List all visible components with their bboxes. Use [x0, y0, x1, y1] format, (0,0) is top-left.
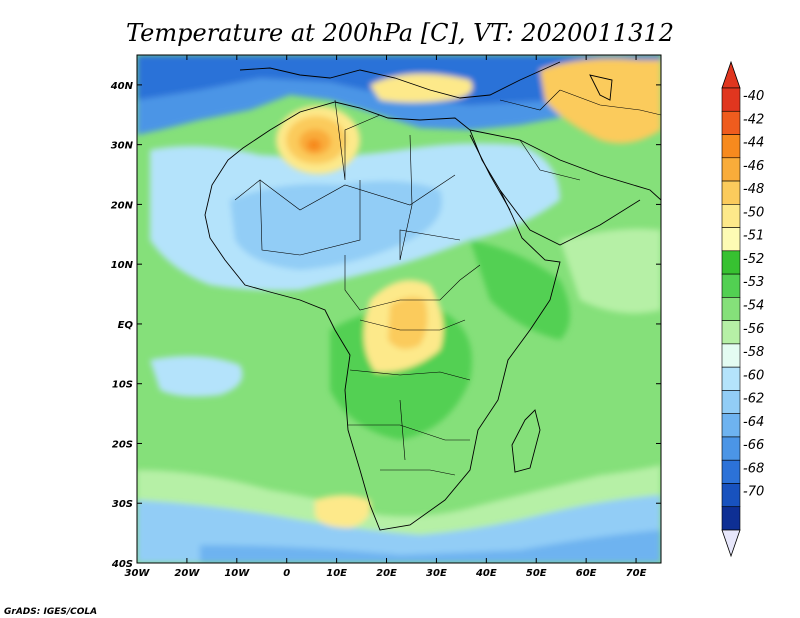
- madagascar-coast: [511, 409, 541, 473]
- y-tick-label: 30S: [112, 499, 133, 510]
- x-tick-label: 60E: [576, 568, 597, 579]
- colorbar-label: -70: [743, 485, 764, 500]
- colorbar-swatch: [721, 157, 741, 182]
- y-tick-label: 40S: [111, 559, 133, 570]
- colorbar-swatch: [721, 483, 741, 508]
- colorbar-swatch: [721, 273, 741, 298]
- x-tick-label: 30E: [426, 568, 447, 579]
- colorbar-label: -58: [743, 345, 764, 360]
- colorbar-swatch: [721, 366, 741, 391]
- field-south-africa-warm: [315, 495, 371, 528]
- x-tick-label: 0: [283, 568, 290, 579]
- x-tick-label: 20W: [174, 568, 200, 579]
- arabia-south-coast: [499, 189, 641, 246]
- colorbar-swatch: [721, 134, 741, 159]
- x-tick-label: 70E: [626, 568, 647, 579]
- y-tick-label: 30N: [111, 141, 134, 152]
- colorbar: -40 -42 -44 -46 -48 -50 -51 -52 -53 -54 -56 -58 -60 -…: [721, 60, 764, 558]
- field-atlantic-cool: [150, 356, 243, 397]
- colorbar-label: -68: [743, 461, 764, 476]
- coastlines: [204, 61, 661, 531]
- y-tick-label: 20N: [111, 200, 134, 211]
- field-algeria-hottest: [307, 139, 321, 151]
- map-field: [137, 55, 661, 563]
- y-tick-label: 10S: [112, 380, 133, 391]
- field-congo-warmer: [388, 296, 428, 349]
- map-title: Temperature at 200hPa [C], VT: 202001131…: [126, 19, 674, 47]
- field-sahara-colder: [230, 181, 442, 270]
- colorbar-swatch: [721, 390, 741, 414]
- colorbar-label: -54: [743, 299, 764, 314]
- arabia-coast: [469, 129, 661, 201]
- colorbar-label: -44: [743, 136, 764, 151]
- y-tick-label: EQ: [118, 320, 134, 331]
- colorbar-swatch: [721, 204, 741, 228]
- colorbar-label: -52: [743, 252, 764, 267]
- y-tick-label: 20S: [112, 439, 133, 450]
- colorbar-label: -56: [743, 322, 764, 337]
- colorbar-label: -46: [743, 159, 764, 174]
- colorbar-label: -48: [743, 182, 764, 197]
- colorbar-swatch: [721, 343, 741, 368]
- x-tick-label: 40E: [475, 568, 497, 579]
- europe-coast: [239, 61, 561, 99]
- y-axis: 40S 30S 20S 10S EQ 10N 20N 30N 40N: [110, 81, 661, 570]
- colorbar-swatch: [721, 250, 741, 275]
- map-frame: [136, 54, 662, 564]
- x-tick-label: 10E: [326, 568, 347, 579]
- red-sea: [469, 134, 511, 211]
- colorbar-top-arrow: [721, 60, 741, 89]
- x-tick-label: 10W: [224, 568, 250, 579]
- africa-coastline: [204, 101, 561, 531]
- y-tick-label: 10N: [111, 260, 134, 271]
- colorbar-swatch: [721, 180, 741, 205]
- y-tick-label: 40N: [110, 81, 134, 92]
- colorbar-swatch: [721, 110, 741, 135]
- colorbar-swatch: [721, 87, 741, 112]
- credit-text: GrADS: IGES/COLA: [4, 607, 97, 617]
- colorbar-swatch: [721, 436, 741, 461]
- colorbar-swatch: [721, 506, 741, 531]
- colorbar-swatch: [721, 413, 741, 438]
- colorbar-label: -64: [743, 415, 764, 430]
- colorbar-label: -60: [743, 368, 764, 383]
- colorbar-label: -40: [743, 89, 764, 104]
- field-south-colder: [200, 530, 661, 563]
- x-axis: 30W 20W 10W 0 10E 20E 30E 40E 50E 60E 70E: [125, 55, 647, 579]
- field-south-cool: [137, 495, 661, 563]
- colorbar-swatch: [721, 297, 741, 321]
- x-tick-label: 30W: [125, 568, 151, 579]
- field-indian-light: [560, 228, 661, 314]
- field-warm-med: [370, 73, 473, 103]
- country-borders: [234, 89, 661, 476]
- colorbar-swatch: [721, 459, 741, 484]
- colorbar-label: -53: [743, 275, 764, 290]
- colorbar-label: -66: [743, 438, 764, 453]
- colorbar-label: -50: [743, 205, 764, 220]
- colorbar-swatch: [721, 320, 741, 345]
- colorbar-label: -51: [743, 229, 764, 244]
- field-eastern-green: [470, 240, 570, 340]
- colorbar-label: -42: [743, 112, 764, 127]
- x-tick-label: 20E: [376, 568, 397, 579]
- x-tick-label: 50E: [526, 568, 547, 579]
- field-warm-arabia: [540, 58, 661, 144]
- colorbar-swatch: [721, 227, 741, 252]
- colorbar-label: -62: [743, 392, 764, 407]
- caspian-coast: [589, 74, 613, 101]
- colorbar-bottom-arrow: [721, 529, 741, 558]
